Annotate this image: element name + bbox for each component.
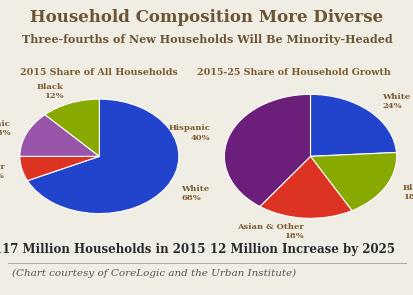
Text: Black
12%: Black 12%: [37, 83, 64, 100]
Text: 117 Million Households in 2015: 117 Million Households in 2015: [0, 243, 204, 256]
Wedge shape: [27, 99, 178, 214]
Wedge shape: [45, 99, 99, 156]
Text: White
24%: White 24%: [382, 93, 410, 110]
Wedge shape: [224, 94, 310, 206]
Text: 2015-25 Share of Household Growth: 2015-25 Share of Household Growth: [197, 68, 390, 77]
Wedge shape: [20, 156, 99, 181]
Text: Black
18%: Black 18%: [401, 184, 413, 201]
Text: 12 Million Increase by 2025: 12 Million Increase by 2025: [209, 243, 394, 256]
Text: 2015 Share of All Households: 2015 Share of All Households: [20, 68, 178, 77]
Text: White
68%: White 68%: [181, 185, 209, 202]
Wedge shape: [310, 94, 396, 156]
Text: Three-fourths of New Households Will Be Minority-Headed: Three-fourths of New Households Will Be …: [21, 34, 392, 45]
Text: Hispanic
13%: Hispanic 13%: [0, 120, 10, 137]
Text: (Chart courtesy of CoreLogic and the Urban Institute): (Chart courtesy of CoreLogic and the Urb…: [12, 268, 296, 278]
Text: Household Composition More Diverse: Household Composition More Diverse: [31, 9, 382, 26]
Wedge shape: [20, 115, 99, 156]
Text: Asian & Other
18%: Asian & Other 18%: [237, 223, 303, 240]
Wedge shape: [259, 156, 351, 218]
Text: Asian & Other
7%: Asian & Other 7%: [0, 163, 5, 180]
Wedge shape: [310, 153, 396, 211]
Text: Hispanic
40%: Hispanic 40%: [169, 124, 210, 142]
